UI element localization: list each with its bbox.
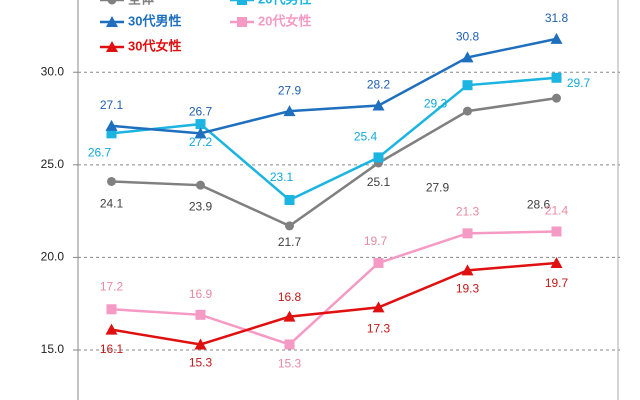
data-label: 21.4 bbox=[545, 204, 569, 218]
marker bbox=[373, 152, 384, 163]
marker bbox=[462, 80, 473, 91]
data-label: 30.8 bbox=[456, 30, 480, 44]
marker bbox=[196, 180, 205, 190]
marker bbox=[106, 16, 118, 27]
series-line bbox=[111, 230, 557, 346]
data-label: 25.1 bbox=[367, 175, 391, 189]
marker bbox=[283, 105, 296, 117]
marker bbox=[551, 72, 562, 83]
marker bbox=[105, 323, 118, 335]
marker bbox=[461, 264, 474, 276]
marker bbox=[107, 0, 117, 5]
marker bbox=[106, 41, 118, 52]
marker bbox=[373, 257, 384, 268]
data-label: 29.7 bbox=[567, 76, 591, 90]
data-label: 26.7 bbox=[189, 105, 213, 119]
data-label: 21.7 bbox=[278, 235, 302, 249]
marker bbox=[463, 106, 472, 116]
data-label: 23.1 bbox=[270, 170, 294, 184]
marker bbox=[105, 119, 118, 131]
marker bbox=[372, 99, 385, 111]
data-label: 15.3 bbox=[278, 357, 302, 371]
marker bbox=[195, 119, 206, 130]
data-label: 26.7 bbox=[88, 146, 112, 160]
series-line bbox=[111, 76, 557, 202]
data-label: 29.3 bbox=[424, 96, 448, 110]
marker bbox=[194, 338, 207, 350]
data-label: 16.9 bbox=[189, 287, 213, 301]
marker bbox=[107, 176, 116, 186]
marker bbox=[237, 0, 247, 5]
series-line bbox=[111, 37, 557, 135]
data-label: 21.3 bbox=[456, 205, 480, 219]
legend-label: 30代男性 bbox=[128, 13, 181, 28]
data-label: 19.7 bbox=[545, 276, 569, 290]
data-label: 27.9 bbox=[278, 83, 302, 97]
marker bbox=[285, 221, 294, 231]
marker bbox=[284, 339, 295, 350]
marker bbox=[372, 301, 385, 313]
data-label: 17.3 bbox=[367, 322, 391, 336]
y-tick-label: 25.0 bbox=[41, 157, 65, 171]
marker bbox=[462, 228, 473, 239]
y-tick-label: 15.0 bbox=[41, 342, 65, 356]
marker bbox=[550, 256, 563, 268]
data-label: 19.3 bbox=[456, 282, 480, 296]
data-label: 28.2 bbox=[367, 78, 391, 92]
data-label: 16.1 bbox=[100, 342, 124, 356]
data-label: 23.9 bbox=[189, 199, 213, 213]
legend-label: 30代女性 bbox=[128, 38, 181, 53]
marker bbox=[550, 32, 563, 44]
data-label: 27.2 bbox=[189, 135, 213, 149]
marker bbox=[194, 127, 207, 139]
y-tick-label: 30.0 bbox=[41, 64, 65, 78]
y-tick-label: 20.0 bbox=[41, 250, 65, 264]
marker bbox=[551, 226, 562, 237]
data-label: 31.8 bbox=[545, 11, 569, 25]
marker bbox=[283, 310, 296, 322]
data-label: 15.3 bbox=[189, 356, 213, 370]
marker bbox=[461, 51, 474, 63]
data-label: 28.6 bbox=[527, 197, 551, 211]
data-label: 16.8 bbox=[278, 290, 302, 304]
data-label: 27.9 bbox=[426, 180, 450, 194]
data-label: 25.4 bbox=[354, 130, 378, 144]
series-line bbox=[111, 261, 557, 346]
marker bbox=[237, 17, 247, 27]
marker bbox=[106, 128, 117, 139]
legend-label: 20代男性 bbox=[258, 0, 311, 6]
marker bbox=[552, 93, 561, 103]
marker bbox=[106, 304, 117, 315]
data-label: 24.1 bbox=[100, 197, 124, 211]
marker bbox=[195, 309, 206, 320]
legend-label: 20代女性 bbox=[258, 13, 311, 28]
data-label: 19.7 bbox=[364, 234, 388, 248]
marker bbox=[284, 195, 295, 205]
legend-label: 全体 bbox=[127, 0, 155, 6]
series-line bbox=[111, 96, 557, 228]
data-label: 27.1 bbox=[100, 98, 124, 112]
data-label: 17.2 bbox=[100, 279, 124, 293]
